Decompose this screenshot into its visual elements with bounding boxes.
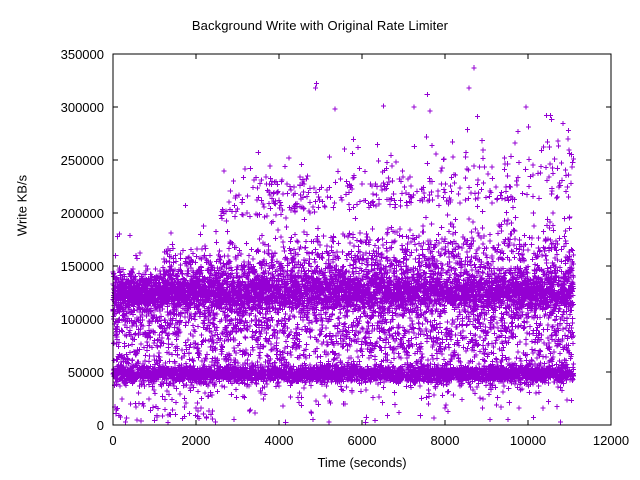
x-tick-label: 12000 [593, 433, 629, 448]
x-tick-label-group: 0 2000 4000 6000 8000 10000 12000 [109, 433, 629, 448]
x-axis-label: Time (seconds) [317, 455, 407, 470]
chart-title: Background Write with Original Rate Limi… [191, 18, 449, 33]
data-point-group [110, 65, 577, 426]
y-tick-label: 300000 [61, 100, 104, 115]
y-tick-label: 250000 [61, 153, 104, 168]
y-tick-label: 50000 [68, 365, 104, 380]
x-tick-label: 8000 [431, 433, 460, 448]
x-tick-label: 4000 [265, 433, 294, 448]
y-tick-label: 200000 [61, 206, 104, 221]
y-tick-label: 150000 [61, 259, 104, 274]
y-tick-label: 0 [97, 418, 104, 433]
y-tick-label: 350000 [61, 47, 104, 62]
x-tick-label: 6000 [348, 433, 377, 448]
plot-border [112, 53, 612, 426]
y-tick-label: 100000 [61, 312, 104, 327]
x-tick-label: 0 [109, 433, 116, 448]
scatter-markers [110, 65, 577, 426]
x-tick-label: 10000 [510, 433, 546, 448]
y-tick-label-group: 0 50000 100000 150000 200000 250000 300000 3500… [61, 47, 104, 433]
x-tick-label: 2000 [182, 433, 211, 448]
